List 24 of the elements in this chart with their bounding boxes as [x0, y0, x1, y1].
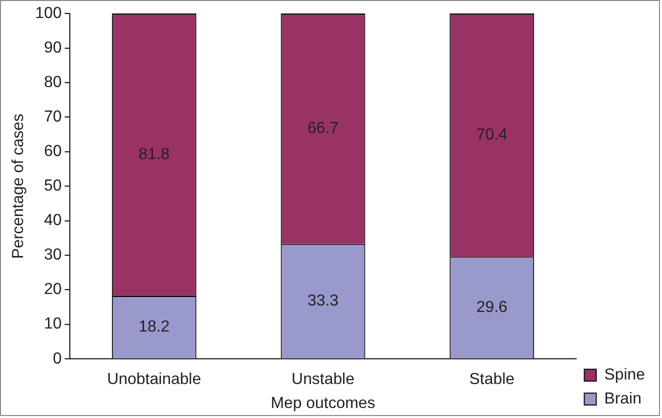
data-label: 18.2 — [138, 318, 170, 336]
y-tick-label: 70 — [44, 108, 62, 126]
x-tick-label: Unobtainable — [107, 370, 202, 388]
x-tick-label: Unstable — [292, 370, 355, 388]
y-tick-label: 30 — [44, 246, 62, 264]
y-tick-label: 10 — [44, 316, 62, 333]
y-tick-label: 40 — [44, 212, 62, 230]
legend-label: Spine — [604, 366, 646, 384]
x-axis-title: Mep outcomes — [270, 394, 376, 412]
y-tick-label: 60 — [44, 143, 62, 160]
data-label: 29.6 — [476, 298, 508, 316]
x-tick-label: Stable — [469, 370, 515, 388]
data-label: 81.8 — [138, 146, 170, 164]
y-tick-label: 0 — [52, 350, 62, 368]
data-label: 66.7 — [307, 120, 339, 138]
y-tick-label: 90 — [44, 39, 62, 56]
y-tick-label: 50 — [44, 178, 62, 195]
data-label: 33.3 — [307, 292, 339, 310]
data-label: 70.4 — [476, 126, 508, 144]
y-tick-label: 100 — [35, 4, 62, 22]
y-tick-label: 20 — [44, 281, 62, 298]
y-axis-title: Percentage of cases — [10, 114, 27, 259]
y-tick-label: 80 — [44, 74, 62, 91]
legend-label: Brain — [604, 390, 642, 408]
